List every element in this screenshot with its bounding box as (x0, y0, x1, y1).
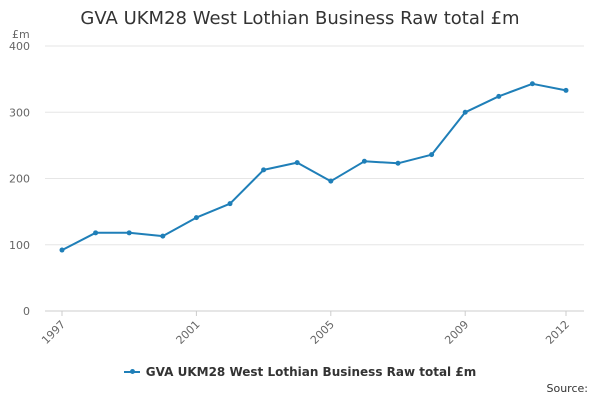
y-tick-label-200: 200 (9, 173, 30, 186)
legend-swatch (123, 367, 140, 377)
chart-title: GVA UKM28 West Lothian Business Raw tota… (80, 8, 520, 29)
data-point-2000[interactable] (160, 233, 166, 239)
y-axis-label: £m (12, 28, 30, 41)
y-tick-label-0: 0 (23, 305, 30, 318)
data-point-2009[interactable] (462, 109, 468, 115)
x-tick-label-2009: 2009 (442, 318, 471, 347)
data-point-2006[interactable] (361, 158, 367, 164)
data-point-2004[interactable] (294, 160, 300, 166)
data-point-2001[interactable] (193, 215, 199, 221)
grid-lines (45, 45, 584, 312)
data-point-2012[interactable] (563, 87, 569, 93)
x-tick-label-2012: 2012 (543, 318, 572, 347)
labels: £m 0 100 200 300 400 1997 2001 2005 2009 2012 (9, 28, 572, 347)
data-point-2005[interactable] (328, 178, 334, 184)
y-tick-label-300: 300 (9, 106, 30, 119)
data-point-2010[interactable] (496, 93, 502, 99)
y-tick-label-100: 100 (9, 239, 30, 252)
axes (45, 310, 584, 316)
x-tick-label-2001: 2001 (174, 318, 203, 347)
series-layer (59, 81, 569, 253)
y-tick-label-400: 400 (9, 40, 30, 53)
data-point-2008[interactable] (429, 152, 435, 158)
x-tick-label-1997: 1997 (39, 318, 68, 347)
data-point-1998[interactable] (93, 230, 99, 236)
data-point-2002[interactable] (227, 201, 233, 207)
data-point-2011[interactable] (529, 81, 535, 87)
data-point-1999[interactable] (126, 230, 132, 236)
chart-legend: GVA UKM28 West Lothian Business Raw tota… (0, 365, 600, 379)
series-line-0 (61, 82, 567, 251)
legend-label: GVA UKM28 West Lothian Business Raw tota… (145, 365, 477, 379)
data-point-2003[interactable] (261, 167, 267, 173)
data-point-2007[interactable] (395, 160, 401, 166)
x-tick-label-2005: 2005 (308, 318, 337, 347)
data-point-1997[interactable] (59, 247, 65, 253)
source-note: Source: (546, 382, 589, 395)
